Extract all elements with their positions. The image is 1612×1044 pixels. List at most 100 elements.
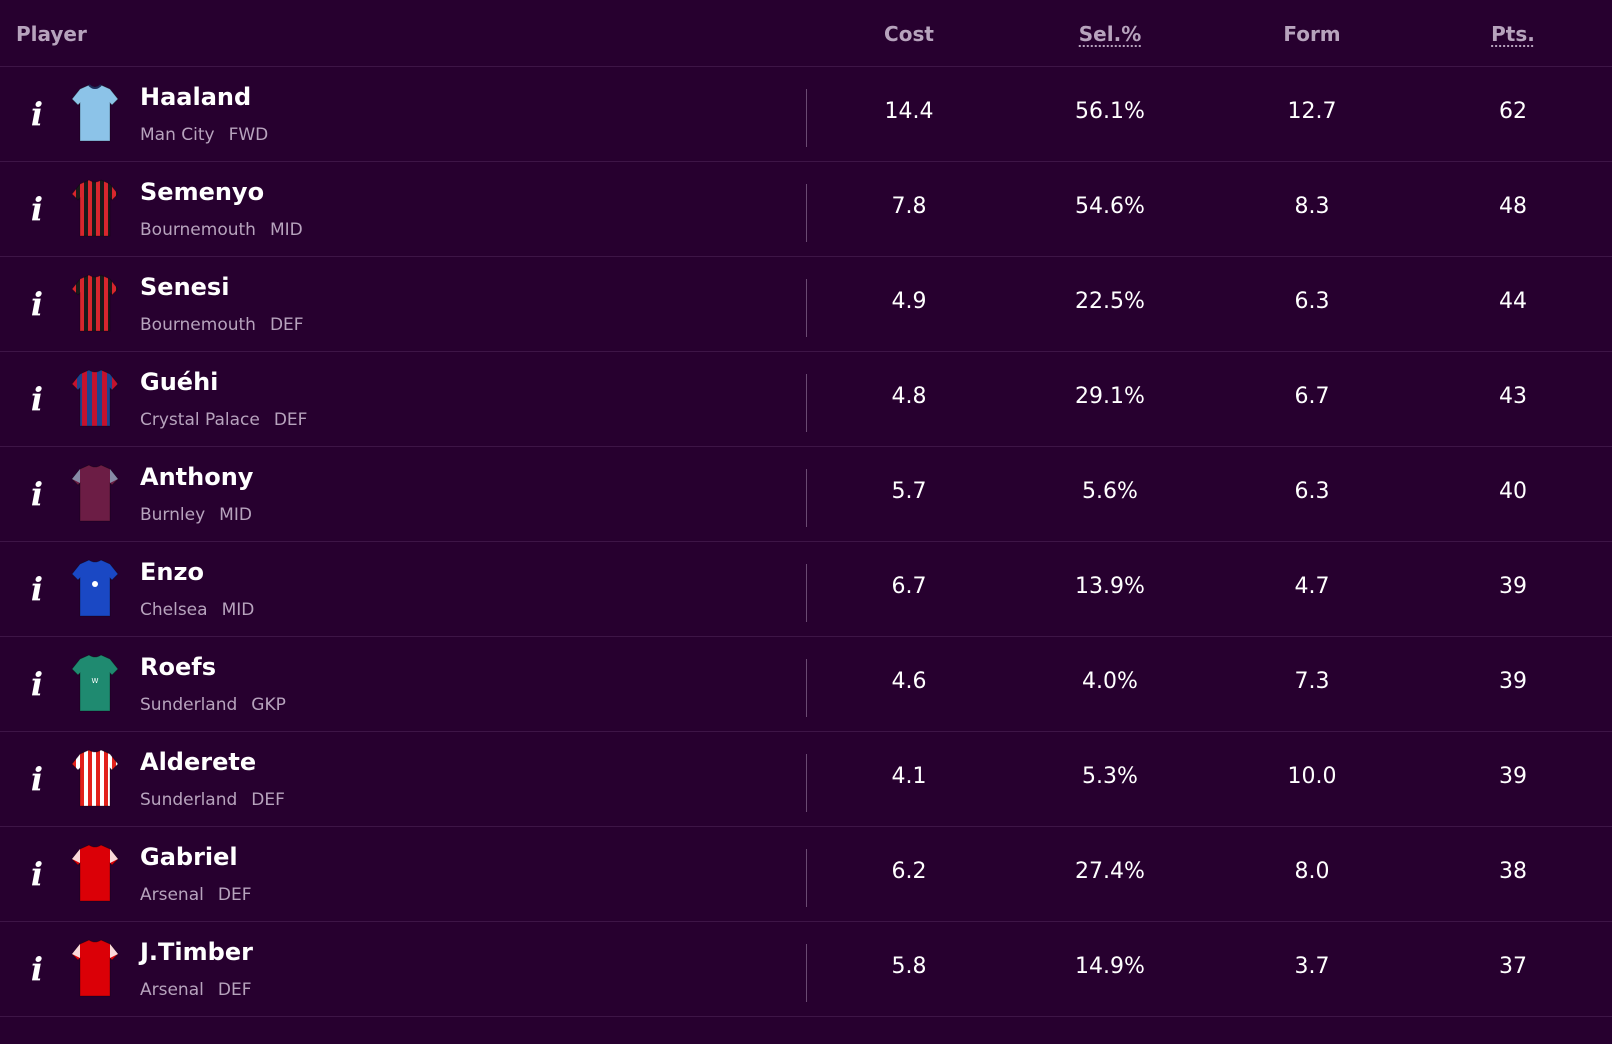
player-meta: Arsenal DEF <box>140 885 251 905</box>
player-points: 62 <box>1499 99 1527 124</box>
player-name[interactable]: Roefs <box>140 653 216 681</box>
header-cost[interactable]: Cost <box>884 22 934 46</box>
table-row[interactable]: i Enzo Chelsea MID 6.7 13.9% 4.7 39 <box>0 542 1612 637</box>
player-form: 4.7 <box>1294 574 1330 599</box>
chelsea-shirt-icon <box>71 558 119 618</box>
player-selected-percent: 27.4% <box>1075 859 1145 884</box>
player-meta: Sunderland DEF <box>140 790 285 810</box>
header-form[interactable]: Form <box>1283 22 1341 46</box>
player-form: 7.3 <box>1294 669 1330 694</box>
player-selected-percent: 4.0% <box>1082 669 1138 694</box>
column-divider <box>806 469 807 527</box>
table-row[interactable]: i J.Timber Arsenal DEF 5.8 14.9% 3.7 37 <box>0 922 1612 1017</box>
column-divider <box>806 849 807 907</box>
column-divider <box>806 564 807 622</box>
player-selected-percent: 13.9% <box>1075 574 1145 599</box>
info-icon[interactable]: i <box>30 855 44 893</box>
table-row[interactable]: i Alderete Sunderland DEF 4.1 5.3% 10.0 3… <box>0 732 1612 827</box>
player-name[interactable]: Enzo <box>140 558 204 586</box>
player-name[interactable]: Haaland <box>140 83 252 111</box>
player-points: 37 <box>1499 954 1527 979</box>
player-team: Bournemouth <box>140 315 256 335</box>
player-name[interactable]: Semenyo <box>140 178 265 206</box>
player-meta: Arsenal DEF <box>140 980 251 1000</box>
table-row[interactable]: i Anthony Burnley MID 5.7 5.6% 6.3 40 <box>0 447 1612 542</box>
player-name[interactable]: Senesi <box>140 273 230 301</box>
sunderland-shirt-icon <box>71 748 119 808</box>
player-selected-percent: 56.1% <box>1075 99 1145 124</box>
player-form: 10.0 <box>1287 764 1337 789</box>
table-row[interactable]: i Semenyo Bournemouth MID 7.8 54.6% 8.3 4… <box>0 162 1612 257</box>
header-player[interactable]: Player <box>16 22 87 46</box>
info-icon[interactable]: i <box>30 285 44 323</box>
player-name[interactable]: J.Timber <box>140 938 253 966</box>
player-name[interactable]: Guéhi <box>140 368 219 396</box>
player-team: Arsenal <box>140 980 204 1000</box>
table-header: Player Cost Sel.% Form Pts. <box>0 0 1612 67</box>
table-body: i Haaland Man City FWD 14.4 56.1% 12.7 62… <box>0 67 1612 1017</box>
player-position: DEF <box>273 410 308 430</box>
column-divider <box>806 754 807 812</box>
player-points: 44 <box>1499 289 1527 314</box>
table-row[interactable]: i W Roefs Sunderland GKP 4.6 4.0% 7.3 39 <box>0 637 1612 732</box>
player-meta: Man City FWD <box>140 125 268 145</box>
player-selected-percent: 5.6% <box>1082 479 1138 504</box>
player-form: 6.7 <box>1294 384 1330 409</box>
player-selected-percent: 54.6% <box>1075 194 1145 219</box>
table-row[interactable]: i Guéhi Crystal Palace DEF 4.8 29.1% 6.7 … <box>0 352 1612 447</box>
player-position: MID <box>219 505 252 525</box>
arsenal-shirt-icon <box>71 843 119 903</box>
player-form: 6.3 <box>1294 289 1330 314</box>
player-meta: Crystal Palace DEF <box>140 410 307 430</box>
player-form: 3.7 <box>1294 954 1330 979</box>
table-row[interactable]: i Senesi Bournemouth DEF 4.9 22.5% 6.3 44 <box>0 257 1612 352</box>
column-divider <box>806 279 807 337</box>
player-cost: 6.2 <box>891 859 927 884</box>
info-icon[interactable]: i <box>30 380 44 418</box>
player-team: Burnley <box>140 505 206 525</box>
player-form: 12.7 <box>1287 99 1337 124</box>
info-icon[interactable]: i <box>30 475 44 513</box>
info-icon[interactable]: i <box>30 190 44 228</box>
table-row[interactable]: i Gabriel Arsenal DEF 6.2 27.4% 8.0 38 <box>0 827 1612 922</box>
player-points: 39 <box>1499 669 1527 694</box>
player-team: Bournemouth <box>140 220 256 240</box>
player-position: MID <box>269 220 303 240</box>
player-form: 8.3 <box>1294 194 1330 219</box>
arsenal-shirt-icon <box>71 938 119 998</box>
info-icon[interactable]: i <box>30 950 44 988</box>
header-points[interactable]: Pts. <box>1491 22 1535 46</box>
player-cost: 14.4 <box>884 99 934 124</box>
player-team: Sunderland <box>140 790 238 810</box>
player-meta: Chelsea MID <box>140 600 254 620</box>
player-team: Arsenal <box>140 885 204 905</box>
column-divider <box>806 659 807 717</box>
player-cost: 4.1 <box>891 764 927 789</box>
burnley-shirt-icon <box>71 463 119 523</box>
player-form: 6.3 <box>1294 479 1330 504</box>
player-points: 40 <box>1499 479 1527 504</box>
player-name[interactable]: Anthony <box>140 463 254 491</box>
header-selected-percent[interactable]: Sel.% <box>1078 22 1142 46</box>
player-position: MID <box>221 600 255 620</box>
palace-shirt-icon <box>71 368 119 428</box>
player-cost: 7.8 <box>891 194 927 219</box>
player-table: Player Cost Sel.% Form Pts. i Haaland Ma… <box>0 0 1612 1017</box>
player-cost: 4.6 <box>891 669 927 694</box>
player-meta: Burnley MID <box>140 505 252 525</box>
player-points: 39 <box>1499 764 1527 789</box>
player-team: Crystal Palace <box>140 410 260 430</box>
player-name[interactable]: Gabriel <box>140 843 238 871</box>
table-row[interactable]: i Haaland Man City FWD 14.4 56.1% 12.7 62 <box>0 67 1612 162</box>
column-divider <box>806 89 807 147</box>
info-icon[interactable]: i <box>30 665 44 703</box>
player-name[interactable]: Alderete <box>140 748 257 776</box>
info-icon[interactable]: i <box>30 760 44 798</box>
player-points: 39 <box>1499 574 1527 599</box>
player-points: 48 <box>1499 194 1527 219</box>
player-position: DEF <box>217 980 252 1000</box>
player-selected-percent: 5.3% <box>1082 764 1138 789</box>
player-cost: 5.8 <box>891 954 927 979</box>
info-icon[interactable]: i <box>30 570 44 608</box>
info-icon[interactable]: i <box>30 95 44 133</box>
